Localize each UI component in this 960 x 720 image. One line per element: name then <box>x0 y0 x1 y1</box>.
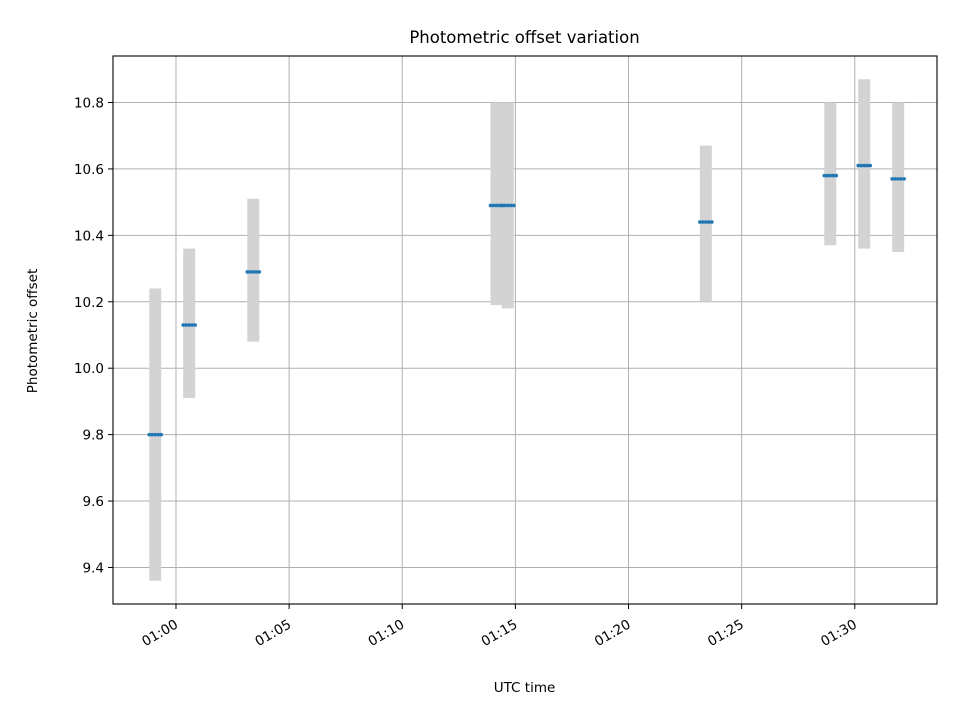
data-point-dot <box>156 432 161 437</box>
y-tick-label: 9.6 <box>83 494 104 510</box>
y-tick-label: 10.4 <box>74 228 104 244</box>
y-axis-ticks: 9.4 9.6 9.8 10.0 10.2 10.4 10.6 10.8 <box>74 95 113 576</box>
data-point-dot <box>902 177 906 181</box>
data-point-dot <box>896 177 900 181</box>
data-points <box>147 163 906 437</box>
data-point-dot <box>856 163 861 168</box>
data-point-dot <box>512 203 516 208</box>
y-tick-label: 9.8 <box>83 428 104 444</box>
data-point-dot <box>251 270 256 274</box>
data-point-dot <box>509 203 513 208</box>
data-point-dot <box>150 432 155 437</box>
data-point-dot <box>859 163 864 168</box>
y-tick-label: 10.6 <box>74 162 104 178</box>
y-tick-label: 9.4 <box>83 560 104 576</box>
data-point-dot <box>503 203 507 208</box>
data-point-dot <box>893 177 897 181</box>
y-tick-label: 10.0 <box>74 361 104 377</box>
data-point-dot <box>822 173 827 178</box>
data-point-dot <box>868 163 873 168</box>
y-tick-label: 10.8 <box>74 95 104 111</box>
data-point-dot <box>187 323 191 327</box>
data-point-dot <box>184 323 188 327</box>
data-point-dot <box>245 270 250 274</box>
data-point-dot <box>862 163 867 168</box>
data-point-dot <box>701 220 705 224</box>
chart-title: Photometric offset variation <box>409 28 639 47</box>
data-point-dot <box>257 270 262 274</box>
data-point-dot <box>834 173 839 178</box>
data-point-dot <box>698 220 702 224</box>
data-point-dot <box>899 177 903 181</box>
data-point-dot <box>828 173 833 178</box>
data-point-dot <box>710 220 714 224</box>
data-point-dot <box>181 323 185 327</box>
axes-frame <box>112 55 938 605</box>
data-point-dot <box>831 173 836 178</box>
data-point-dot <box>254 270 259 274</box>
data-point-dot <box>707 220 711 224</box>
data-point-dot <box>494 203 499 208</box>
data-point-dot <box>890 177 894 181</box>
data-point-dot <box>147 432 152 437</box>
data-point-dot <box>704 220 708 224</box>
data-point-dot <box>190 323 194 327</box>
data-point-dot <box>193 323 197 327</box>
x-axis-label: UTC time <box>494 680 556 696</box>
data-point-dot <box>865 163 870 168</box>
data-point-dot <box>488 203 493 208</box>
data-point-dot <box>825 173 830 178</box>
data-point-dot <box>248 270 253 274</box>
data-point-dot <box>491 203 496 208</box>
data-point-dot <box>159 432 164 437</box>
y-axis-label: Photometric offset <box>25 269 41 393</box>
y-tick-label: 10.2 <box>74 295 104 311</box>
data-point-dot <box>153 432 158 437</box>
data-point-dot <box>506 203 510 208</box>
data-point-dot <box>500 203 504 208</box>
